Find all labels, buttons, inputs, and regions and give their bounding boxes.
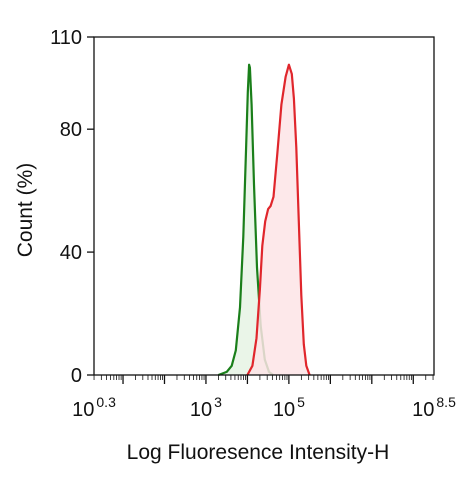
- series-2-line: [246, 63, 311, 376]
- y-tick-label: 0: [71, 365, 82, 387]
- x-axis-label: Log Fluoresence Intensity-H: [127, 441, 390, 464]
- x-tick-label: 10 5: [273, 394, 305, 421]
- x-tick-label: 10 8.5: [412, 394, 456, 421]
- plot-area: [218, 63, 311, 377]
- y-tick-label: 80: [60, 119, 82, 141]
- y-tick-label: 110: [50, 27, 82, 49]
- x-tick-label: 10 3: [190, 394, 222, 421]
- axes: 0 40 80 110 10 0.3 10 3 10 5 10 8.5: [50, 27, 456, 421]
- series-1-fill: [218, 64, 274, 375]
- series-2-fill: [247, 64, 310, 375]
- plot-frame: [93, 36, 435, 376]
- x-tick-label: 10 0.3: [72, 394, 116, 421]
- y-tick-label: 40: [60, 242, 82, 264]
- y-axis-label: Count (%): [14, 163, 37, 258]
